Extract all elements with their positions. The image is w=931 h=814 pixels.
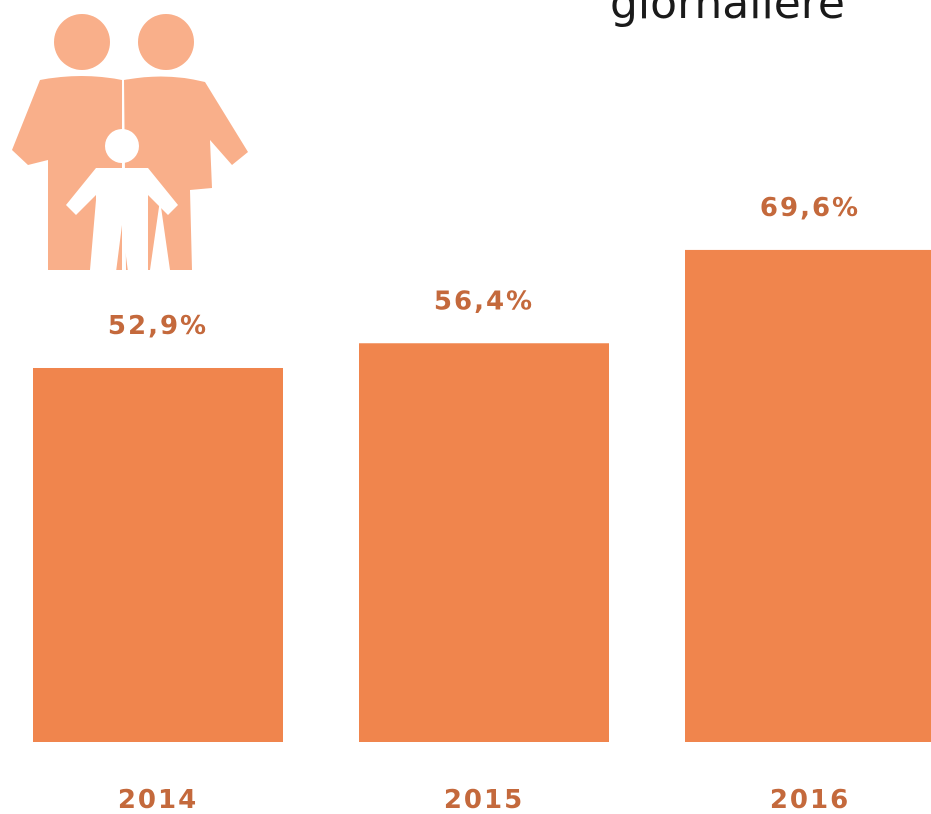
- bar: [33, 367, 283, 742]
- chart-title: giornaliere: [610, 0, 845, 29]
- family-icon: [12, 14, 248, 272]
- value-label: 56,4%: [434, 286, 534, 316]
- bar: [359, 343, 609, 742]
- bar: [685, 249, 931, 743]
- value-label: 52,9%: [108, 311, 208, 341]
- x-tick-label: 2015: [444, 785, 524, 814]
- x-tick-label: 2014: [118, 785, 198, 814]
- x-tick-label: 2016: [770, 785, 850, 814]
- value-label: 69,6%: [760, 193, 860, 223]
